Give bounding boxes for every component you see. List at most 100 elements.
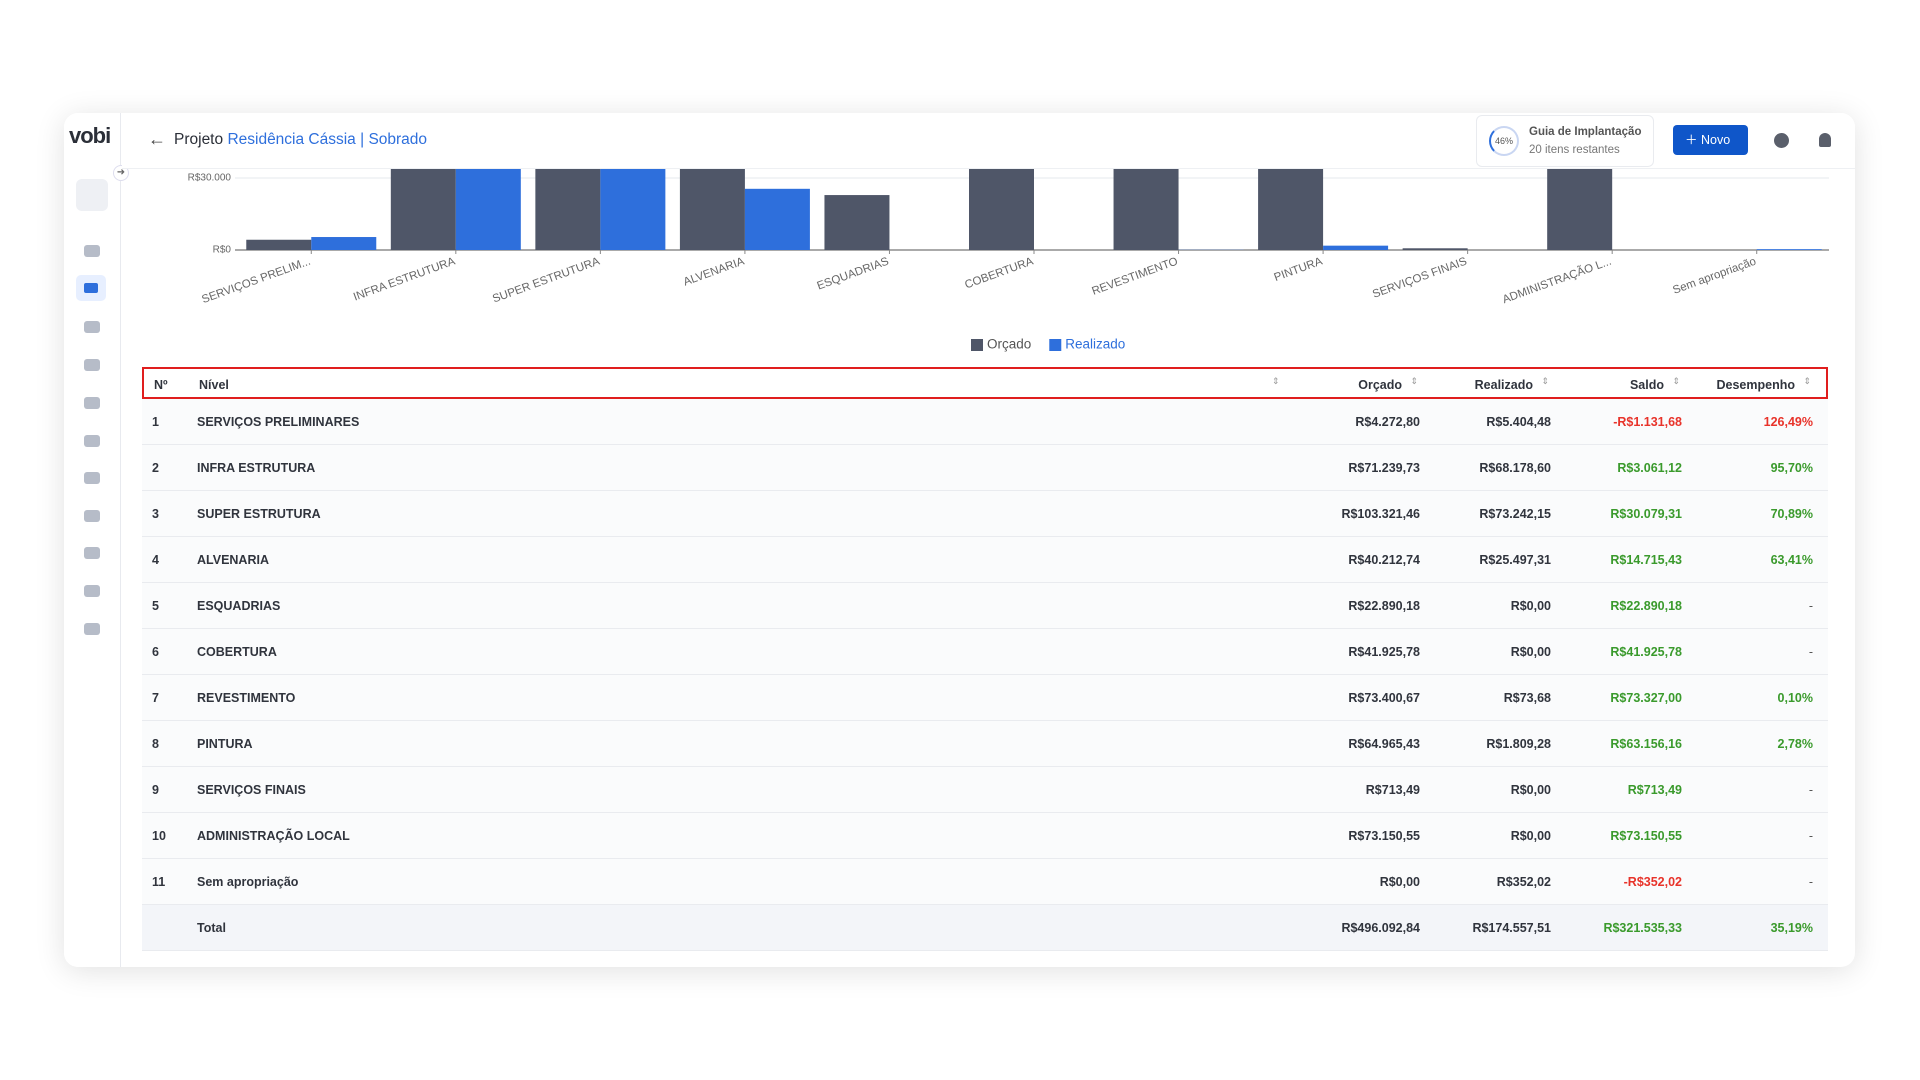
table-cell: - [1808, 599, 1813, 613]
table-cell: R$25.497,31 [1479, 553, 1551, 567]
nav-item[interactable] [84, 321, 100, 333]
sort-icon: ⇕ [1803, 376, 1811, 386]
nav-item[interactable] [84, 359, 100, 371]
nav-item[interactable] [84, 397, 100, 409]
total-cell: 35,19% [1770, 921, 1813, 935]
expand-button[interactable]: ➜ [113, 165, 129, 181]
nav-projects-active[interactable] [76, 275, 106, 301]
top-bar: ← Projeto Residência Cássia | Sobrado 46… [122, 113, 1855, 169]
total-cell: R$496.092,84 [1341, 921, 1420, 935]
new-button[interactable]: ＋ Novo [1673, 125, 1748, 155]
guide-box[interactable]: 46% Guia de Implantação 20 itens restant… [1476, 115, 1654, 167]
table-cell: R$14.715,43 [1610, 553, 1682, 567]
table-row: 10 ADMINISTRAÇÃO LOCAL R$73.150,55 R$0,00 R$… [142, 813, 1828, 859]
table-header: Nº Nível ⇕ Orçado ⇕ Realizado ⇕ Saldo ⇕ Desempenh… [142, 367, 1828, 399]
table-row: 6 COBERTURA R$41.925,78 R$0,00 R$41.925,78 - [142, 629, 1828, 675]
x-tick-label: ESQUADRIAS [816, 255, 891, 292]
bar [455, 169, 521, 250]
table-cell: R$0,00 [1510, 645, 1551, 659]
project-name[interactable]: Residência Cássia | Sobrado [227, 131, 428, 148]
guide-progress: 46% [1489, 126, 1519, 156]
project-thumb[interactable] [76, 179, 108, 211]
table-cell: ADMINISTRAÇÃO LOCAL [197, 829, 350, 843]
x-tick-label: COBERTURA [963, 255, 1035, 291]
bar [744, 188, 810, 250]
bar [1402, 248, 1468, 250]
x-tick-label: SUPER ESTRUTURA [491, 255, 602, 305]
table-cell: PINTURA [197, 737, 253, 751]
column-header: Desempenho [1716, 378, 1796, 392]
nav-item[interactable] [84, 585, 100, 597]
y-tick-label: R$0 [213, 245, 232, 256]
bar [1113, 169, 1179, 250]
legend-swatch [1049, 339, 1062, 351]
nav-item[interactable] [84, 623, 100, 635]
table-cell: R$73.242,15 [1479, 507, 1551, 521]
table-cell: R$73.327,00 [1610, 691, 1682, 705]
nav-item[interactable] [84, 472, 100, 484]
logo[interactable]: vobi [69, 123, 111, 148]
sort-icon: ⇕ [1672, 376, 1680, 386]
table-cell: R$0,00 [1510, 599, 1551, 613]
chart: R$0 R$30.000 SERVIÇOS PRELIM... INFRA ESTRU… [188, 169, 1829, 352]
table-cell: 5 [152, 599, 159, 613]
nav-item[interactable] [84, 510, 100, 522]
bar [390, 169, 456, 250]
bar [535, 169, 601, 250]
nav-item[interactable] [84, 547, 100, 559]
help-icon[interactable] [1774, 133, 1789, 148]
bar [1258, 169, 1324, 250]
table-row: 8 PINTURA R$64.965,43 R$1.809,28 R$63.156,16… [142, 721, 1828, 767]
table-cell: R$41.925,78 [1610, 645, 1682, 659]
table-cell: 7 [152, 691, 159, 705]
table-cell: 6 [152, 645, 159, 659]
table-cell: R$0,00 [1510, 829, 1551, 843]
table-cell: - [1808, 875, 1813, 889]
table-cell: R$5.404,48 [1486, 415, 1551, 429]
table-cell: R$352,02 [1496, 875, 1551, 889]
table-cell: 63,41% [1770, 553, 1813, 567]
table-cell: R$73.150,55 [1348, 829, 1420, 843]
legend-label: Orçado [987, 337, 1031, 352]
total-cell: R$174.557,51 [1472, 921, 1551, 935]
column-header: Realizado [1474, 378, 1533, 392]
table-cell: R$73.150,55 [1610, 829, 1682, 843]
table-cell: R$73,68 [1503, 691, 1551, 705]
table-cell: 8 [152, 737, 159, 751]
table-cell: R$22.890,18 [1348, 599, 1420, 613]
sort-icon: ⇕ [1410, 376, 1418, 386]
table-cell: R$3.061,12 [1617, 461, 1682, 475]
table-cell: 1 [152, 415, 159, 429]
table-cell: R$40.212,74 [1348, 553, 1420, 567]
column-header: Saldo [1629, 378, 1664, 392]
sidebar: vobi ➜ [64, 113, 129, 967]
table-cell: 11 [152, 875, 166, 889]
back-button[interactable]: ← [148, 129, 166, 149]
x-tick-label: PINTURA [1273, 255, 1325, 284]
nav-home[interactable] [84, 245, 100, 257]
table-row: 5 ESQUADRIAS R$22.890,18 R$0,00 R$22.890,18 - [142, 583, 1828, 629]
guide-subtitle: 20 itens restantes [1529, 144, 1620, 156]
bar [1756, 249, 1822, 250]
x-tick-label: INFRA ESTRUTURA [352, 255, 457, 303]
table-cell: R$63.156,16 [1610, 737, 1682, 751]
table-cell: R$103.321,46 [1341, 507, 1420, 521]
table-row: 9 SERVIÇOS FINAIS R$713,49 R$0,00 R$713,49 - [142, 767, 1828, 813]
table-row: 3 SUPER ESTRUTURA R$103.321,46 R$73.242,15 R… [142, 491, 1828, 537]
total-cell: Total [197, 921, 226, 935]
legend-swatch [971, 339, 983, 351]
table-cell: R$0,00 [1510, 783, 1551, 797]
table-cell: 126,49% [1763, 415, 1813, 429]
nav-item[interactable] [84, 435, 100, 447]
table-cell: R$713,49 [1627, 783, 1682, 797]
x-tick-label: ALVENARIA [682, 255, 746, 288]
column-header: Orçado [1358, 378, 1402, 392]
breadcrumb: Projeto Residência Cássia | Sobrado [174, 131, 427, 149]
table: Nº Nível ⇕ Orçado ⇕ Realizado ⇕ Saldo ⇕ Desempenh… [142, 367, 1828, 967]
table-cell: R$0,00 [1379, 875, 1420, 889]
notification-icon[interactable] [1819, 133, 1831, 147]
bar [600, 169, 666, 250]
table-cell: R$713,49 [1365, 783, 1420, 797]
